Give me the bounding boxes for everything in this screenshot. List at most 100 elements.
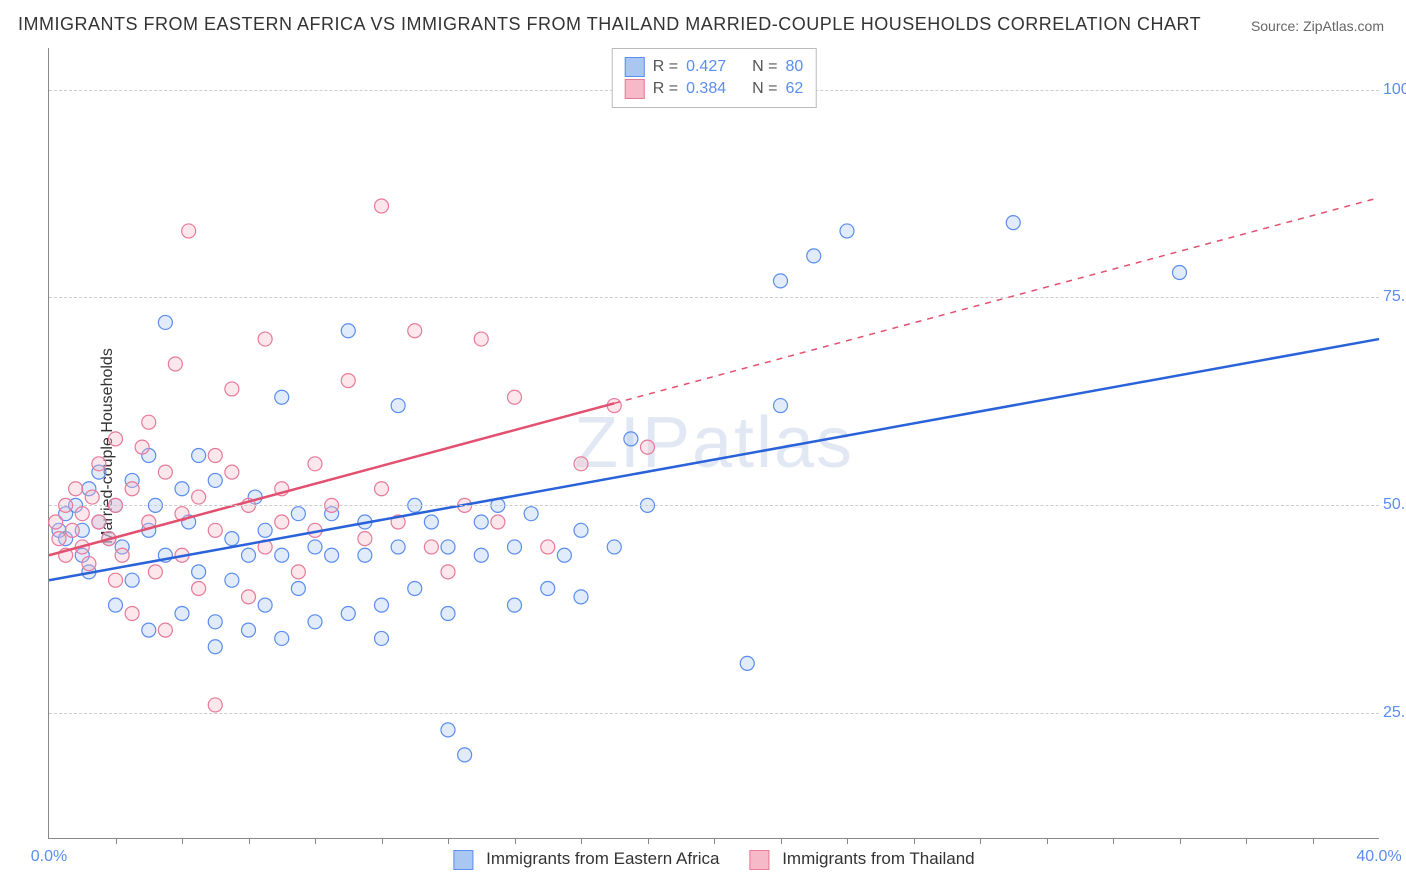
x-tick-mark xyxy=(581,838,582,844)
x-tick-mark xyxy=(1113,838,1114,844)
legend-swatch-pink xyxy=(625,79,645,99)
data-point xyxy=(275,548,289,562)
data-point xyxy=(175,606,189,620)
data-point xyxy=(774,399,788,413)
data-point xyxy=(148,565,162,579)
x-tick-mark xyxy=(714,838,715,844)
x-tick-mark xyxy=(249,838,250,844)
x-tick-label: 40.0% xyxy=(1356,848,1401,866)
data-point xyxy=(52,532,66,546)
data-point xyxy=(75,507,89,521)
data-point xyxy=(524,507,538,521)
legend-swatch-blue xyxy=(625,57,645,77)
legend-item-1: Immigrants from Eastern Africa xyxy=(453,849,719,870)
r-value-2: 0.384 xyxy=(686,80,726,98)
gridline xyxy=(49,297,1379,298)
data-point xyxy=(641,440,655,454)
data-point xyxy=(291,507,305,521)
data-point xyxy=(275,631,289,645)
data-point xyxy=(624,432,638,446)
data-point xyxy=(508,390,522,404)
data-point xyxy=(474,548,488,562)
data-point xyxy=(308,457,322,471)
data-point xyxy=(92,457,106,471)
x-tick-mark xyxy=(781,838,782,844)
source-label: Source: xyxy=(1251,18,1299,34)
data-point xyxy=(225,382,239,396)
data-point xyxy=(375,199,389,213)
data-point xyxy=(49,515,63,529)
data-point xyxy=(208,615,222,629)
legend-row-series-2: R = 0.384 N = 62 xyxy=(625,79,804,99)
data-point xyxy=(508,598,522,612)
data-point xyxy=(391,399,405,413)
data-point xyxy=(291,565,305,579)
data-point xyxy=(474,515,488,529)
data-point xyxy=(358,548,372,562)
data-point xyxy=(541,540,555,554)
chart-title: IMMIGRANTS FROM EASTERN AFRICA VS IMMIGR… xyxy=(18,14,1201,35)
data-point xyxy=(82,557,96,571)
data-point xyxy=(840,224,854,238)
data-point xyxy=(109,598,123,612)
data-point xyxy=(258,332,272,346)
legend-row-series-1: R = 0.427 N = 80 xyxy=(625,57,804,77)
data-point xyxy=(175,482,189,496)
x-tick-mark xyxy=(116,838,117,844)
data-point xyxy=(192,490,206,504)
x-tick-mark xyxy=(315,838,316,844)
n-label-2: N = xyxy=(752,80,777,98)
data-point xyxy=(242,590,256,604)
data-point xyxy=(225,573,239,587)
data-point xyxy=(557,548,571,562)
data-point xyxy=(1173,266,1187,280)
data-point xyxy=(375,598,389,612)
data-point xyxy=(115,548,129,562)
x-tick-mark xyxy=(1047,838,1048,844)
y-tick-label: 50.0% xyxy=(1383,496,1406,514)
x-tick-mark xyxy=(847,838,848,844)
data-point xyxy=(740,656,754,670)
r-label-2: R = xyxy=(653,80,678,98)
data-point xyxy=(541,582,555,596)
legend-item-2: Immigrants from Thailand xyxy=(749,849,974,870)
series-legend: Immigrants from Eastern Africa Immigrant… xyxy=(453,849,974,870)
data-point xyxy=(208,640,222,654)
data-point xyxy=(325,548,339,562)
data-point xyxy=(142,415,156,429)
data-point xyxy=(375,482,389,496)
series-1-name: Immigrants from Eastern Africa xyxy=(486,849,719,868)
data-point xyxy=(242,623,256,637)
gridline xyxy=(49,713,1379,714)
data-point xyxy=(458,748,472,762)
x-tick-mark xyxy=(648,838,649,844)
n-value-2: 62 xyxy=(785,80,803,98)
data-point xyxy=(491,515,505,529)
data-point xyxy=(258,523,272,537)
data-point xyxy=(158,315,172,329)
data-point xyxy=(574,457,588,471)
data-point xyxy=(208,698,222,712)
source-attribution: Source: ZipAtlas.com xyxy=(1251,18,1384,34)
data-point xyxy=(341,324,355,338)
n-value-1: 80 xyxy=(785,58,803,76)
data-point xyxy=(109,432,123,446)
x-tick-mark xyxy=(914,838,915,844)
data-point xyxy=(341,374,355,388)
data-point xyxy=(168,357,182,371)
series-2-name: Immigrants from Thailand xyxy=(782,849,974,868)
data-point xyxy=(341,606,355,620)
data-point xyxy=(358,532,372,546)
y-tick-label: 100.0% xyxy=(1383,81,1406,99)
plot-area: ZIPatlas R = 0.427 N = 80 R = 0.384 N = … xyxy=(48,48,1379,839)
data-point xyxy=(607,540,621,554)
data-point xyxy=(474,332,488,346)
data-point xyxy=(192,565,206,579)
x-tick-mark xyxy=(1246,838,1247,844)
x-tick-mark xyxy=(980,838,981,844)
data-point xyxy=(208,523,222,537)
y-tick-label: 75.0% xyxy=(1383,288,1406,306)
data-point xyxy=(142,623,156,637)
x-tick-mark xyxy=(448,838,449,844)
data-point xyxy=(308,540,322,554)
